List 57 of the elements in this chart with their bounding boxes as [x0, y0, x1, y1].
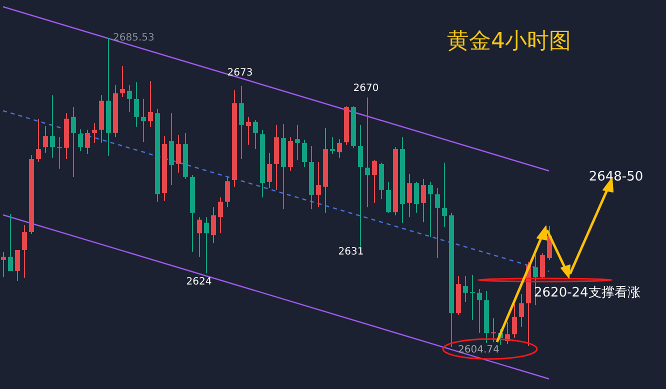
candlestick — [78, 128, 83, 152]
candlestick — [127, 84, 132, 112]
candlestick — [141, 98, 146, 143]
candlestick — [134, 82, 139, 128]
candlestick — [477, 288, 482, 334]
candlestick — [421, 178, 426, 223]
candlestick — [71, 106, 76, 178]
candlestick — [57, 136, 62, 170]
candlestick — [337, 138, 342, 158]
candlestick — [540, 252, 545, 278]
candlestick — [225, 176, 230, 208]
candlestick — [295, 124, 300, 161]
candlestick — [148, 80, 153, 128]
candlestick — [204, 216, 209, 274]
candlestick — [246, 116, 251, 146]
candlestick — [330, 136, 335, 155]
candlestick — [15, 250, 20, 282]
candlestick — [470, 274, 475, 320]
candlestick — [267, 152, 272, 189]
candlestick — [316, 162, 321, 208]
annotation: 2631 — [338, 246, 364, 258]
candlestick — [50, 94, 55, 158]
candlestick — [365, 96, 370, 208]
candlestick — [491, 318, 496, 343]
annotation: 2673 — [227, 68, 253, 79]
candlestick — [218, 196, 223, 234]
candlestick — [358, 124, 363, 248]
candlestick — [36, 118, 41, 163]
candlestick — [414, 181, 419, 214]
candlestick — [239, 85, 244, 160]
annotation: 2685.53 — [113, 32, 154, 44]
candlestick — [85, 129, 90, 155]
text: 2648-50 — [588, 169, 644, 184]
candlestick — [22, 224, 27, 278]
candlestick — [372, 160, 377, 204]
candlestick — [43, 126, 48, 154]
candlestick — [176, 134, 181, 174]
candlestick — [407, 173, 412, 218]
candlestick — [253, 119, 258, 150]
annotation: 2604.74 — [458, 344, 500, 356]
candlestick — [197, 216, 202, 258]
candlestick — [519, 293, 524, 328]
candlestick — [386, 181, 391, 214]
candlestick — [1, 251, 6, 278]
candlestick — [302, 139, 307, 168]
candlestick — [512, 303, 517, 338]
candlestick — [92, 122, 97, 144]
candlestick — [8, 214, 13, 272]
candlestick — [463, 276, 468, 303]
candlestick — [435, 188, 440, 259]
candlestick — [428, 181, 433, 238]
candlestick — [120, 66, 125, 98]
annotation: 2670 — [353, 82, 379, 94]
candlestick — [211, 206, 216, 244]
chart-title: 黄金4小时图 — [447, 28, 571, 56]
candlestick — [442, 162, 447, 228]
annotation: 2624 — [186, 276, 212, 288]
